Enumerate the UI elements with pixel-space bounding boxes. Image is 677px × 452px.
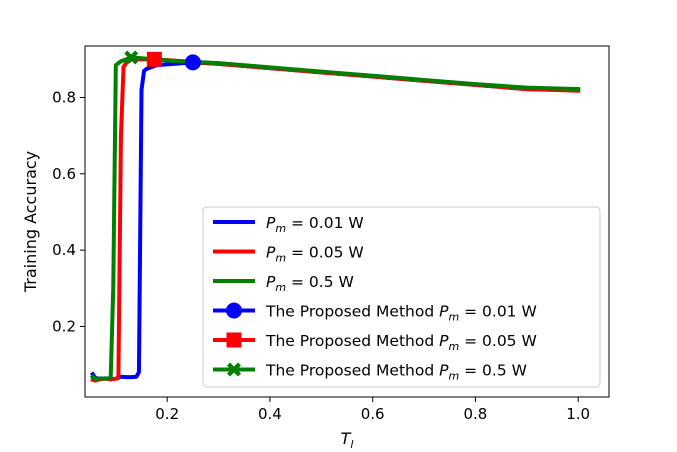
- legend-label-2: Pm = 0.5 W: [266, 273, 354, 294]
- axes: 0.2 0.4 0.6 0.8 1.0 0.2 0.4 0.6 0.8 Tl Training Ac…: [21, 45, 610, 451]
- proposed-method-marker-0: [184, 54, 201, 71]
- legend-label-3: The Proposed Method Pm = 0.01 W: [265, 303, 537, 324]
- x-tick-label: 0.8: [464, 405, 488, 423]
- proposed-method-marker-2: [124, 50, 139, 65]
- x-axis-label: Tl: [341, 429, 354, 451]
- y-tick-label: 0.2: [52, 317, 76, 335]
- legend-swatch-marker-5: [227, 362, 241, 377]
- legend-label-4: The Proposed Method Pm = 0.05 W: [265, 332, 537, 353]
- y-axis-label: Training Accuracy: [21, 151, 40, 293]
- legend-swatch-marker-4: [226, 332, 242, 348]
- legend-label-5: The Proposed Method Pm = 0.5 W: [265, 362, 527, 383]
- legend-label-0: Pm = 0.01 W: [266, 214, 364, 235]
- x-tick-label: 1.0: [566, 405, 590, 423]
- x-tick-label: 0.2: [155, 405, 179, 423]
- legend: Pm = 0.01 W Pm = 0.05 W Pm = 0.5 W The Prop…: [202, 206, 601, 388]
- legend-swatch-marker-3: [226, 302, 242, 319]
- proposed-method-marker-1: [146, 51, 162, 67]
- x-tick-label: 0.6: [361, 405, 385, 423]
- plot-area: [89, 50, 581, 383]
- legend-label-1: Pm = 0.05 W: [266, 244, 364, 265]
- y-tick-label: 0.6: [52, 165, 76, 183]
- y-tick-label: 0.4: [52, 241, 76, 259]
- axes-frame: [84, 45, 610, 398]
- legend-box: [202, 206, 601, 388]
- x-tick-label: 0.4: [258, 405, 282, 423]
- y-tick-label: 0.8: [52, 89, 76, 107]
- series-line-2: [89, 55, 581, 382]
